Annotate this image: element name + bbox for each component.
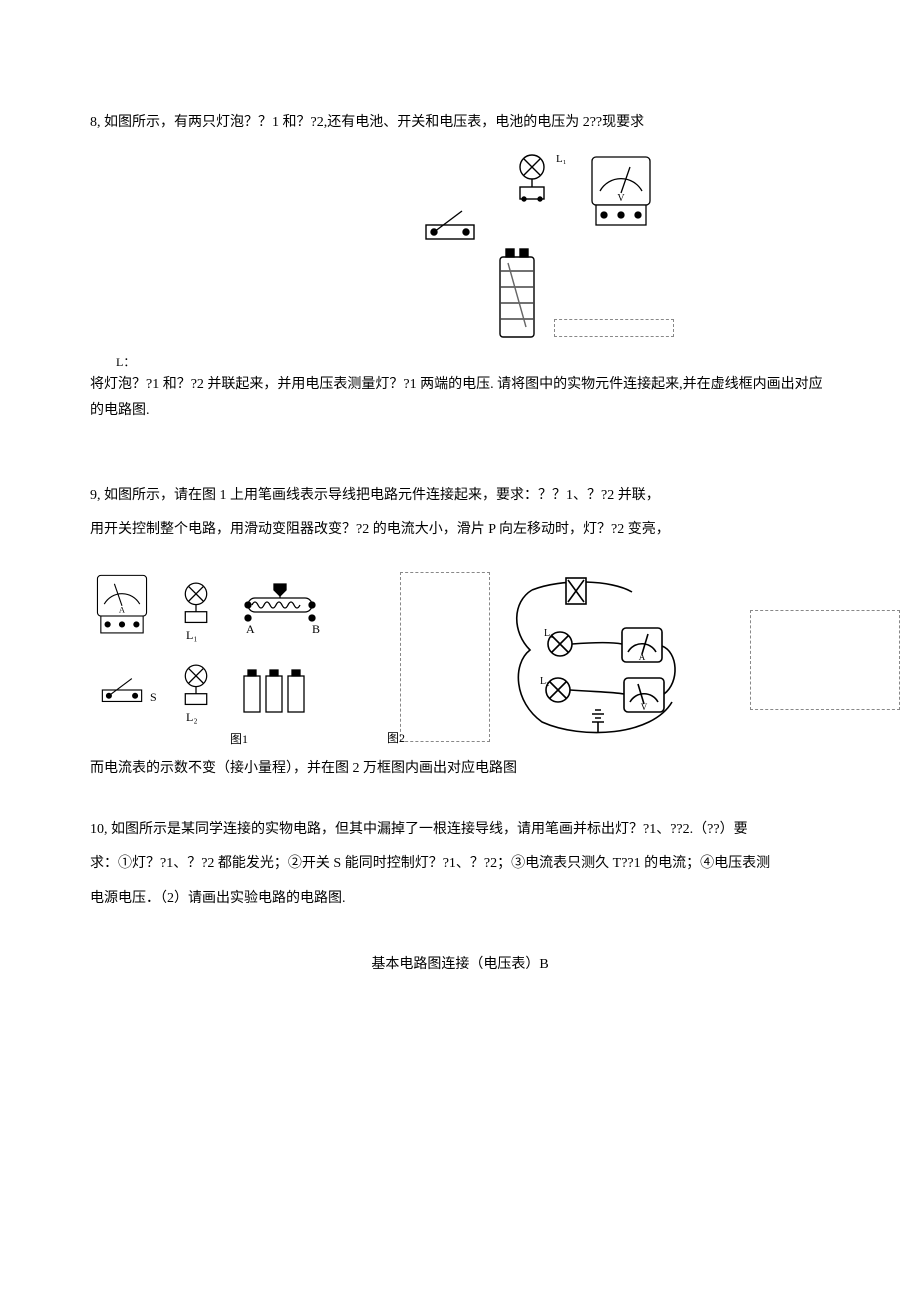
- q9-schematic: L₁ L₂ A V: [502, 572, 692, 742]
- label-l2-q9: L₂: [186, 710, 198, 725]
- section-heading: 基本电路图连接（电压表）B: [90, 952, 830, 979]
- q9-components-panel: A L₁: [90, 572, 390, 742]
- ammeter-icon: A: [90, 572, 154, 638]
- rheostat-icon: [240, 580, 320, 624]
- question-8: 8, 如图所示，有两只灯泡？？1 和？?2,还有电池、开关和电压表，电池的电压为…: [90, 110, 830, 425]
- switch-icon: [420, 203, 480, 247]
- svg-text:A: A: [639, 652, 646, 662]
- q8-line1: 8, 如图所示，有两只灯泡？？1 和？?2,还有电池、开关和电压表，电池的电压为…: [90, 110, 830, 137]
- q10-line1: 10, 如图所示是某同学连接的实物电路，但其中漏掉了一根连接导线，请用笔画并标出…: [90, 817, 830, 844]
- bulb-l1-icon: [510, 147, 554, 203]
- label-s: S: [150, 690, 157, 705]
- svg-text:L₁: L₁: [544, 628, 554, 639]
- voltmeter-icon: V: [586, 153, 656, 231]
- q8-figure: L₁ V: [390, 147, 670, 347]
- bulb-l1-q9-icon: [176, 576, 216, 626]
- q8-dashed-box: [554, 319, 674, 337]
- label-l1: L₁: [556, 153, 567, 165]
- fig2-label: 图2: [387, 731, 405, 745]
- label-l1-q9: L₁: [186, 628, 198, 643]
- svg-text:V: V: [641, 702, 648, 712]
- question-9: 9, 如图所示，请在图 1 上用笔画线表示导线把电路元件连接起来，要求：？？1、…: [90, 483, 830, 783]
- label-a: A: [246, 622, 255, 637]
- q10-line2: 求：①灯？?1、？?2 都能发光；②开关 S 能同时控制灯？?1、？?2；③电流…: [90, 851, 830, 878]
- bulb-l2-q9-icon: [176, 658, 216, 708]
- battery-icon: [490, 247, 544, 343]
- svg-text:A: A: [119, 605, 126, 615]
- cells-icon: [240, 668, 310, 716]
- q9-figures: A L₁: [90, 562, 830, 742]
- q9-line3: 而电流表的示数不变（接小量程），并在图 2 万框图内画出对应电路图: [90, 756, 830, 783]
- q8-line2: 将灯泡？?1 和？?2 并联起来，并用电压表测量灯？?1 两端的电压. 请将图中…: [90, 372, 830, 425]
- switch-q9-icon: [96, 672, 148, 708]
- question-10: 10, 如图所示是某同学连接的实物电路，但其中漏掉了一根连接导线，请用笔画并标出…: [90, 817, 830, 913]
- svg-text:V: V: [617, 193, 625, 204]
- q10-line3: 电源电压．（2）请画出实验电路的电路图.: [90, 886, 830, 913]
- q9-line1: 9, 如图所示，请在图 1 上用笔画线表示导线把电路元件连接起来，要求：？？1、…: [90, 483, 830, 510]
- q8-sub-l: L：: [116, 353, 830, 370]
- fig1-label: 图1: [230, 730, 248, 747]
- q9-dashed-box-1: 图2: [400, 572, 490, 742]
- q9-line2: 用开关控制整个电路，用滑动变阻器改变？?2 的电流大小，滑片 P 向左移动时，灯…: [90, 517, 830, 544]
- label-b: B: [312, 622, 320, 637]
- svg-text:L₂: L₂: [540, 676, 550, 687]
- q9-dashed-box-2: [750, 610, 900, 710]
